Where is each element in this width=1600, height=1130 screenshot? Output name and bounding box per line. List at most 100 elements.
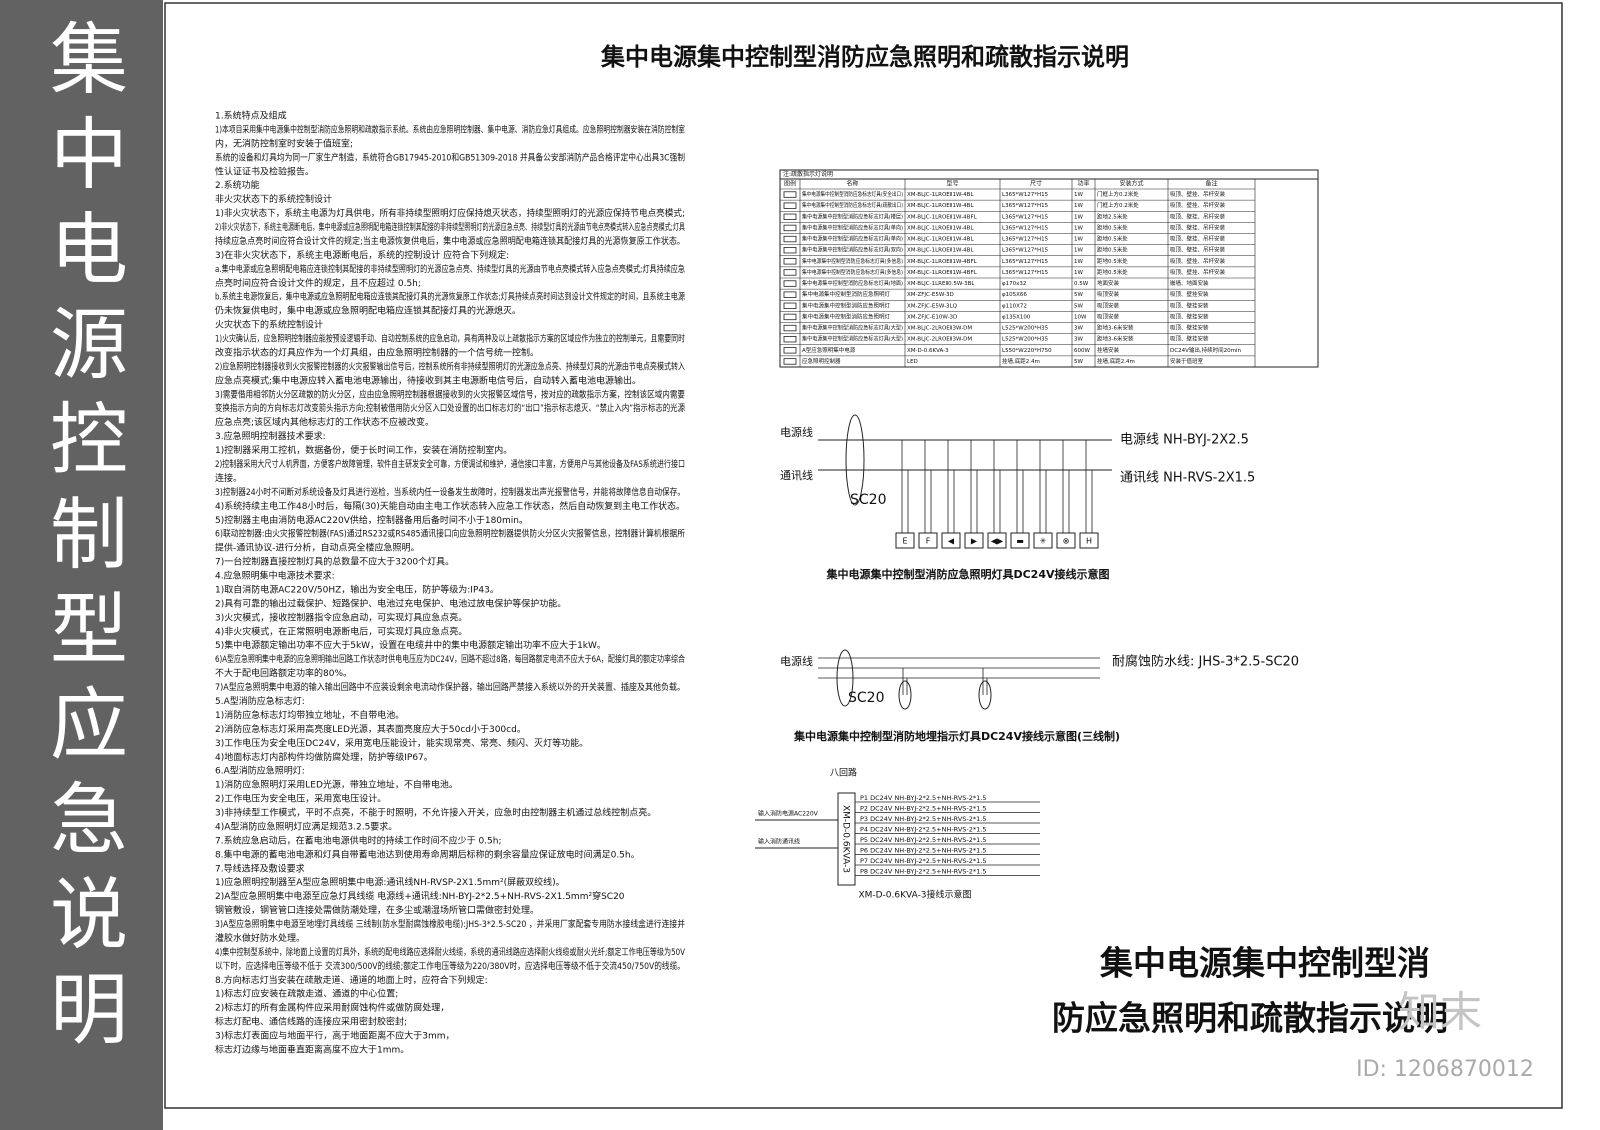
table-header: 型号 xyxy=(946,180,958,188)
power-unit xyxy=(837,792,856,886)
table-header: 功率 xyxy=(1077,180,1089,188)
table-cell: 集中电源集中控制型消防应急标志灯具(安全出口) xyxy=(802,190,903,198)
table-cell: 门框上方0.2米处 xyxy=(1097,190,1139,198)
note-line: 应急点亮;该区域内其他标志灯的工作状态不应被改变。 xyxy=(215,416,434,428)
legend-icon xyxy=(783,235,797,243)
table-cell: 5W xyxy=(1074,359,1083,365)
note-line: 3)工作电压为安全电压DC24V，采用宽电压能设计，能实现常亮、常亮、频闪、灭灯… xyxy=(215,737,588,749)
lamp-symbol: ◀ xyxy=(948,537,955,546)
lamp xyxy=(1056,532,1076,549)
table-header: 备注 xyxy=(1205,180,1217,188)
legend-icon xyxy=(783,336,797,343)
table-cell: 吸顶安装 xyxy=(1097,290,1120,298)
circuit-label: P7 DC24V NH-BYJ-2*2.5+NH-RVS-2*1.5 xyxy=(860,857,986,865)
note-line: 2)非火灾状态下，系统主电源断电后，集中电源或应急照明配电箱连锁控制其配接的非持… xyxy=(215,221,685,233)
table-cell: 门框上方0.2米处 xyxy=(1097,201,1139,209)
note-line: 1)非火灾状态下，系统主电源为灯具供电，所有非持续型照明灯应保持熄灭状态，持续型… xyxy=(215,207,685,219)
buried-lamp xyxy=(978,680,992,710)
note-line: 不大于配电回路额定功率的80%。 xyxy=(215,667,352,679)
legend-icon xyxy=(783,258,797,265)
table-cell: 1W xyxy=(1074,248,1083,254)
table-cell: 吸顶、壁挂、吊杆安装 xyxy=(1170,246,1226,254)
table-cell: XM-BLJC-1LREⅡ0.5W-3BL xyxy=(907,281,975,287)
lamp xyxy=(987,532,1007,549)
note-line: 提供-通讯协议-进行分析，自动点亮全楼应急照明。 xyxy=(215,542,420,554)
legend-icon xyxy=(783,202,797,209)
circuit-label: P4 DC24V NH-BYJ-2*2.5+NH-RVS-2*1.5 xyxy=(860,826,986,834)
note-line: 7)A型应急照明集中电源的输入输出回路中不应装设剩余电流动作保护器，输出回路严禁… xyxy=(215,681,685,693)
table-cell: XM-BLJC-1LROEⅡ1W-4BL xyxy=(907,237,974,243)
table-cell: 吸顶、壁挂、吊杆安装 xyxy=(1170,190,1226,198)
lamp xyxy=(1010,532,1030,549)
note-line: 4)非火灾模式，在正常照明电源断电后，可实现灯具应急点亮。 xyxy=(215,625,467,637)
note-line: 标志灯边缘与地面垂直距离高度不应大于1mm。 xyxy=(215,1044,409,1056)
table-cell: 3W xyxy=(1074,337,1083,343)
note-line: 2)应急照明控制器接收到火灾报警控制器的火灾报警输出信号后，控制系统所有非持续型… xyxy=(215,360,685,372)
lamp-symbol: H xyxy=(1086,537,1092,546)
note-line: 1)标志灯应安装在疏散走道、通道的中心位置; xyxy=(215,988,398,1000)
note-line: 1)控制器采用工控机，数据备份，便于长时间工作，安装在消防控制室内。 xyxy=(215,444,512,456)
note-line: 4)系统持续主电工作48小时后，每隔(30)天能自动由主电工作状态转入应急工作状… xyxy=(215,500,685,512)
legend-icon xyxy=(783,347,797,354)
conduit xyxy=(836,649,854,707)
table-cell: 0.5W xyxy=(1074,281,1089,287)
note-line: 5)控制器主电由消防电源AC220V供给，控制器备用后备时间不小于180min。 xyxy=(215,514,528,526)
table-cell: XM-ZFJC-E5W-3LQ xyxy=(907,303,958,309)
table-caption: 注:疏散指示灯说明 xyxy=(783,170,833,178)
table-cell: 集中电源集中控制型消防应急标志灯具(大型) xyxy=(802,324,903,332)
note-line: 7.导线选择及敷设要求 xyxy=(215,862,305,874)
table-cell: 吸顶、壁挂、吊杆安装 xyxy=(1170,201,1226,209)
table-cell: L365*W127*H15 xyxy=(1002,270,1049,276)
watermark-brand: 知末 xyxy=(1398,988,1482,1037)
table-cell: 距地0.5米处 xyxy=(1097,268,1128,276)
table-cell: XM-ZFJC-E10W-3D xyxy=(907,314,957,320)
lamp-symbol: F xyxy=(926,537,931,546)
table-cell: 吸顶、壁挂安装 xyxy=(1170,324,1209,332)
note-line: 3)A型应急照明集中电源至地埋灯具线缆 三线制(防水型耐腐蚀橡胶电缆):JHS-… xyxy=(215,918,685,930)
note-line: 3.应急照明控制器技术要求: xyxy=(215,430,326,442)
note-line: 持续应急点亮时间应符合设计文件的规定;当主电源恢复供电后，集中电源或应急照明配电… xyxy=(215,235,685,247)
table-cell: 距地3-6米安装 xyxy=(1097,335,1134,343)
loops-label: 八回路 xyxy=(830,767,857,779)
table-cell: 1W xyxy=(1074,214,1083,220)
table-cell: 集中电源集中控制型消防应急照明灯 xyxy=(802,290,891,298)
sidebar: 集中电源控制型应急说明 xyxy=(0,0,163,1130)
input-label: 输入消防通讯线 xyxy=(758,838,800,846)
note-line: 5)集中电源额定输出功率不应大于5kW，设置在电缆井中的集中电源额定输出功率不应… xyxy=(215,639,606,651)
note-line: 内，无消防控制室时安装于值班室; xyxy=(215,137,353,149)
table-cell: 1W xyxy=(1074,192,1083,198)
note-line: 7.系统应急启动后，在蓄电池电源供电时的持续工作时间不应少于 0.5h; xyxy=(215,834,502,846)
lamp xyxy=(964,532,984,549)
table-cell: 吸顶、壁挂、吊杆安装 xyxy=(1170,268,1226,276)
table-cell: 安装于值班室 xyxy=(1170,357,1204,365)
footer-title: 集中电源集中控制型消 xyxy=(1099,944,1430,983)
table-cell: 1W xyxy=(1074,270,1083,276)
note-line: 5.A型消防应急标志灯: xyxy=(215,695,305,707)
table-cell: L365*W127*H15 xyxy=(1002,225,1049,231)
table-header: 尺寸 xyxy=(1030,180,1042,188)
circuit-label: P1 DC24V NH-BYJ-2*2.5+NH-RVS-2*1.5 xyxy=(860,794,986,802)
legend-icon xyxy=(783,324,797,332)
table-cell: L365*W127*H15 xyxy=(1002,248,1049,254)
note-line: 3)控制器24小时不间断对系统设备及灯具进行巡检，当系统内任一设备发生故障时，控… xyxy=(215,486,685,498)
table-header: 名称 xyxy=(846,180,858,188)
table-cell: 集中电源集中控制型消防应急照明灯 xyxy=(802,301,891,309)
note-line: 2)A型应急照明集中电源至应急灯具线缆 电源线+通讯线:NH-BYJ-2*2.5… xyxy=(215,890,625,902)
table-cell: 集中电源集中控制型消防应急标志灯具(单向) xyxy=(802,223,903,231)
title: 集中电源集中控制型消防应急照明和疏散指示说明 xyxy=(600,43,1129,71)
lamp-symbol: E xyxy=(902,537,907,546)
table-cell: 距地0.5米处 xyxy=(1097,257,1128,265)
table-cell: 吸顶、壁挂、吊杆安装 xyxy=(1170,212,1226,220)
conduit xyxy=(845,414,865,506)
note-line: 3)需要借用相邻防火分区疏散的防火分区，应由应急照明控制器根据接收到的火灾报警区… xyxy=(215,388,685,400)
legend-icon xyxy=(783,269,797,276)
table-cell: 吸顶、壁挂安装 xyxy=(1170,301,1209,309)
input-label: 输入消防电源AC220V xyxy=(758,810,819,818)
table-cell: 集中电源集中控制型消防应急标志灯具(多信息) xyxy=(802,268,903,276)
table-header: 图例 xyxy=(784,180,796,188)
table-cell: XM-BLJC-1LROEⅡ1W-4BFL xyxy=(907,259,978,265)
lamp-symbol: ⊗ xyxy=(1063,537,1070,546)
table-cell: 600W xyxy=(1074,348,1090,354)
table-cell: XM-BLJC-1LROEⅡ1W-4BFL xyxy=(907,270,978,276)
